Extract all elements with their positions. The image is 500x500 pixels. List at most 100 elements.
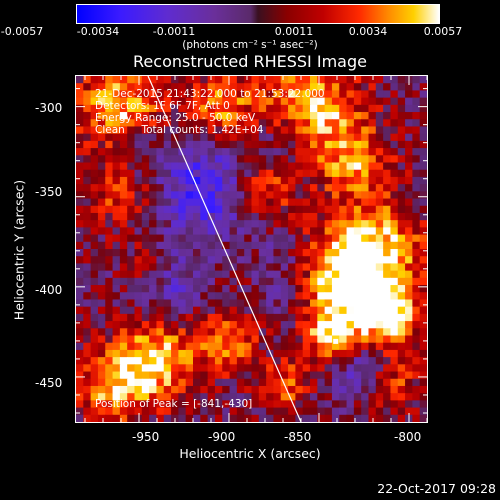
heatmap-cell xyxy=(302,349,311,358)
heatmap-cell xyxy=(295,378,304,387)
heatmap-cell xyxy=(97,148,106,156)
heatmap-cell xyxy=(390,313,399,322)
heatmap-cell xyxy=(97,371,106,380)
heatmap-cell xyxy=(419,371,427,380)
heatmap-cell xyxy=(251,407,260,416)
heatmap-cell xyxy=(236,400,245,409)
heatmap-cell xyxy=(302,76,311,84)
heatmap-cell xyxy=(302,328,311,337)
heatmap-cell xyxy=(295,227,304,236)
heatmap-cell xyxy=(324,140,333,149)
heatmap-cell xyxy=(83,263,92,272)
heatmap-cell xyxy=(397,285,406,293)
heatmap-cell xyxy=(339,133,348,142)
heatmap-cell xyxy=(346,83,355,92)
heatmap-cell xyxy=(105,205,114,214)
heatmap-cell xyxy=(302,299,311,308)
heatmap-cell xyxy=(331,169,340,178)
heatmap-cell xyxy=(331,277,340,286)
heatmap-cell xyxy=(244,364,253,373)
heatmap-cell xyxy=(178,385,187,394)
heatmap-cell xyxy=(97,263,106,272)
heatmap-cell xyxy=(200,407,209,416)
heatmap-cell xyxy=(83,256,92,265)
heatmap-cell xyxy=(207,76,216,84)
heatmap-cell xyxy=(317,83,326,92)
heatmap-cell xyxy=(302,148,311,156)
heatmap-cell xyxy=(244,371,253,380)
heatmap-cell xyxy=(353,385,362,394)
heatmap-cell xyxy=(178,198,187,207)
colorbar-units: (photons cm⁻² s⁻¹ asec⁻²) xyxy=(182,39,318,51)
heatmap-cell xyxy=(397,371,406,380)
heatmap-cell xyxy=(390,385,399,394)
heatmap-cell xyxy=(214,205,223,214)
heatmap-cell xyxy=(390,400,399,409)
heatmap-cell xyxy=(214,292,223,301)
heatmap-cell xyxy=(112,349,121,358)
heatmap-cell xyxy=(361,126,370,135)
heatmap-cell xyxy=(112,277,121,286)
heatmap-cell xyxy=(353,184,362,192)
heatmap-cell xyxy=(258,349,267,358)
heatmap-cell xyxy=(156,119,165,128)
heatmap-cell xyxy=(214,126,223,135)
heatmap-cell xyxy=(397,313,406,322)
heatmap-cell xyxy=(390,205,399,214)
heatmap-cell xyxy=(324,212,333,221)
heatmap-cell xyxy=(76,162,84,171)
heatmap-cell xyxy=(222,407,231,416)
heatmap-cell xyxy=(83,83,92,92)
heatmap-cell xyxy=(251,414,260,422)
heatmap-cell xyxy=(244,155,253,164)
heatmap-cell xyxy=(134,90,143,99)
heatmap-cell xyxy=(112,385,121,394)
heatmap-cell xyxy=(383,155,392,164)
heatmap-cell xyxy=(97,112,106,120)
heatmap-cell xyxy=(295,184,304,192)
heatmap-cell xyxy=(405,169,413,178)
heatmap-cell xyxy=(405,393,413,401)
heatmap-cell xyxy=(141,277,150,286)
heatmap-cell xyxy=(97,249,106,257)
heatmap-cell xyxy=(324,299,333,308)
heatmap-cell xyxy=(353,393,362,401)
heatmap-cell xyxy=(397,126,406,135)
heatmap-cell xyxy=(280,407,289,416)
heatmap-cell xyxy=(353,133,362,142)
heatmap-cell xyxy=(236,76,245,84)
heatmap-cell xyxy=(76,234,84,243)
heatmap-cell xyxy=(229,76,238,84)
time-range-annotation: 21-Dec-2015 21:43:22.000 to 21:53:22.000 xyxy=(95,88,325,100)
heatmap-cell xyxy=(390,112,399,120)
heatmap-cell xyxy=(90,119,99,128)
heatmap-cell xyxy=(134,256,143,265)
heatmap-cell xyxy=(97,393,106,401)
heatmap-cell xyxy=(302,184,311,192)
heatmap-cell xyxy=(149,299,158,308)
heatmap-cell xyxy=(222,306,231,315)
heatmap-cell xyxy=(295,277,304,286)
heatmap-cell xyxy=(266,299,275,308)
heatmap-cell xyxy=(383,133,392,142)
heatmap-cell xyxy=(83,198,92,207)
heatmap-cell xyxy=(229,306,238,315)
heatmap-cell xyxy=(310,385,318,394)
heatmap-cell xyxy=(324,176,333,185)
heatmap-cell xyxy=(251,349,260,358)
heatmap-cell xyxy=(112,112,121,120)
heatmap-cell xyxy=(368,83,377,92)
heatmap-cell xyxy=(324,76,333,84)
heatmap-cell xyxy=(207,285,216,293)
heatmap-cell xyxy=(295,119,304,128)
heatmap-cell xyxy=(76,270,84,279)
heatmap-cell xyxy=(390,292,399,301)
heatmap-cell xyxy=(244,393,253,401)
heatmap-cell xyxy=(127,241,136,250)
heatmap-cell xyxy=(178,76,187,84)
heatmap-cell xyxy=(185,234,194,243)
heatmap-cell xyxy=(383,220,392,228)
heatmap-cell xyxy=(390,76,399,84)
heatmap-cell xyxy=(149,104,158,113)
heatmap-cell xyxy=(383,148,392,156)
